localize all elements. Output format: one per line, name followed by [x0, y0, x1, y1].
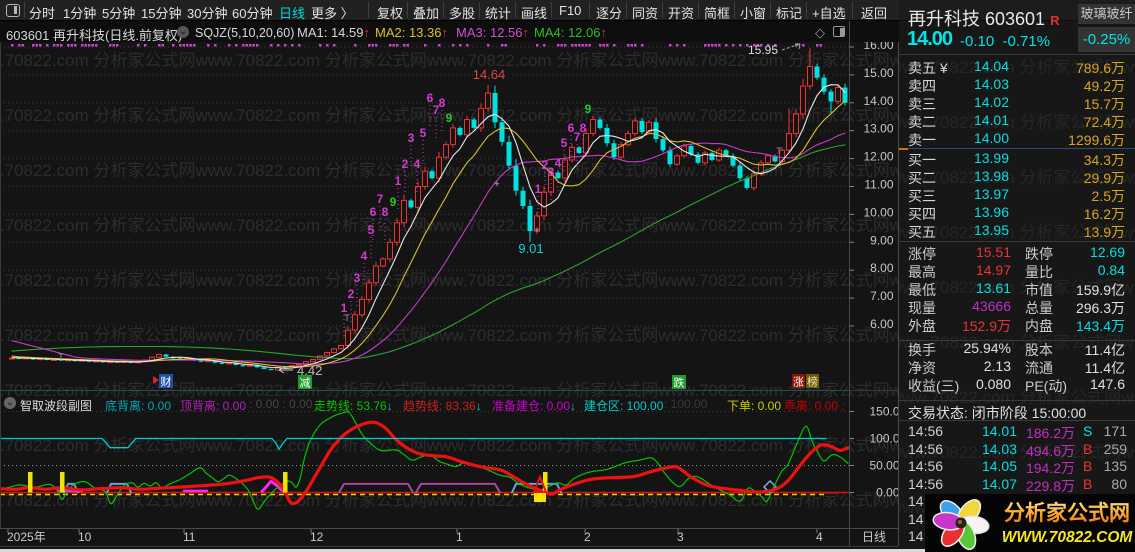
svg-text:1: 1 — [535, 182, 542, 196]
svg-text:3: 3 — [677, 530, 684, 544]
svg-text:8: 8 — [439, 96, 446, 110]
svg-text:6: 6 — [568, 121, 575, 135]
svg-text:9.01: 9.01 — [518, 241, 543, 256]
svg-text:+: + — [534, 225, 539, 235]
svg-text:+: + — [494, 179, 499, 189]
svg-text:7: 7 — [377, 192, 384, 206]
svg-text:7: 7 — [433, 103, 440, 117]
svg-text:2: 2 — [542, 158, 549, 172]
svg-text:12.00: 12.00 — [863, 150, 893, 164]
svg-text:9: 9 — [585, 102, 592, 116]
svg-text:4.42: 4.42 — [297, 363, 322, 378]
svg-text:9.00: 9.00 — [870, 233, 894, 247]
svg-text:T: T — [58, 352, 64, 362]
svg-text:5: 5 — [420, 126, 427, 140]
svg-text:2: 2 — [584, 530, 591, 544]
svg-text:分析家公式网www.70822.com 分析家公式网www.: 分析家公式网www.70822.com 分析家公式网www.70822.com … — [0, 161, 900, 180]
svg-text:0.00: 0.00 — [876, 486, 900, 500]
svg-text:7: 7 — [574, 130, 581, 144]
svg-text:6: 6 — [427, 91, 434, 105]
svg-text:150.0: 150.0 — [869, 405, 899, 419]
svg-text:10.00: 10.00 — [863, 205, 893, 219]
svg-text:15.00: 15.00 — [863, 66, 893, 80]
svg-text:T: T — [776, 146, 782, 156]
svg-text:5: 5 — [368, 223, 375, 237]
svg-text:12: 12 — [310, 530, 324, 544]
svg-text:11.00: 11.00 — [864, 178, 893, 192]
svg-text:分析家公式网www.70822.com 分析家公式网www.: 分析家公式网www.70822.com 分析家公式网www.70822.com … — [0, 436, 900, 455]
svg-text:1: 1 — [395, 174, 402, 188]
svg-text:8: 8 — [580, 121, 587, 135]
svg-text:分析家公式网www.70822.com 分析家公式网www.: 分析家公式网www.70822.com 分析家公式网www.70822.com … — [0, 271, 900, 290]
svg-text:分析家公式网www.70822.com 分析家公式网www.: 分析家公式网www.70822.com 分析家公式网www.70822.com … — [0, 216, 900, 235]
svg-text:6.00: 6.00 — [870, 317, 894, 331]
svg-text:WWW.70822.COM: WWW.70822.COM — [1002, 529, 1134, 546]
svg-text:分析家公式网www.70822.com 分析家公式网www.: 分析家公式网www.70822.com 分析家公式网www.70822.com … — [0, 106, 900, 125]
svg-text:5: 5 — [561, 136, 568, 150]
svg-text:16.00: 16.00 — [863, 42, 893, 52]
svg-text:涨: 涨 — [793, 376, 804, 389]
svg-text:2: 2 — [348, 287, 355, 301]
svg-text:跌: 跌 — [674, 376, 685, 390]
svg-text:分析家公式网www.70822.com 分析家公式网www.: 分析家公式网www.70822.com 分析家公式网www.70822.com … — [0, 491, 900, 510]
svg-text:3: 3 — [408, 131, 415, 145]
svg-text:3: 3 — [548, 165, 555, 179]
svg-text:14.64: 14.64 — [473, 67, 506, 82]
svg-text:日线: 日线 — [862, 530, 886, 544]
svg-text:9: 9 — [446, 111, 453, 125]
svg-text:4: 4 — [414, 157, 421, 171]
svg-text:14.00: 14.00 — [863, 94, 893, 108]
svg-text:8.00: 8.00 — [870, 261, 894, 275]
svg-text:7.00: 7.00 — [870, 289, 894, 303]
svg-text:4: 4 — [555, 156, 562, 170]
svg-text:减: 减 — [300, 377, 311, 390]
svg-text:6: 6 — [370, 205, 377, 219]
svg-text:15.95: 15.95 — [748, 43, 778, 57]
svg-text:8: 8 — [382, 205, 389, 219]
svg-text:2: 2 — [402, 157, 409, 171]
svg-text:10: 10 — [78, 530, 92, 544]
svg-text:4: 4 — [816, 530, 823, 544]
svg-text:11: 11 — [183, 530, 196, 544]
svg-text:1: 1 — [456, 530, 463, 544]
svg-text:分析家公式网: 分析家公式网 — [1004, 501, 1130, 525]
svg-text:4: 4 — [361, 249, 368, 263]
svg-text:1: 1 — [341, 301, 348, 315]
svg-text:9: 9 — [390, 195, 397, 209]
svg-text:100.0: 100.0 — [869, 432, 899, 446]
svg-text:13.00: 13.00 — [863, 122, 893, 136]
svg-text:2025年: 2025年 — [7, 530, 46, 544]
svg-text:榜: 榜 — [807, 375, 818, 389]
svg-text:50.00: 50.00 — [869, 459, 899, 473]
svg-text:分析家公式网www.70822.com 分析家公式网www.: 分析家公式网www.70822.com 分析家公式网www.70822.com … — [0, 51, 900, 70]
svg-text:分析家公式网www.70822.com 分析家公式网www.: 分析家公式网www.70822.com 分析家公式网www.70822.com … — [0, 326, 900, 345]
svg-text:3: 3 — [354, 271, 361, 285]
svg-text:T: T — [344, 313, 350, 323]
svg-text:财: 财 — [161, 375, 172, 389]
